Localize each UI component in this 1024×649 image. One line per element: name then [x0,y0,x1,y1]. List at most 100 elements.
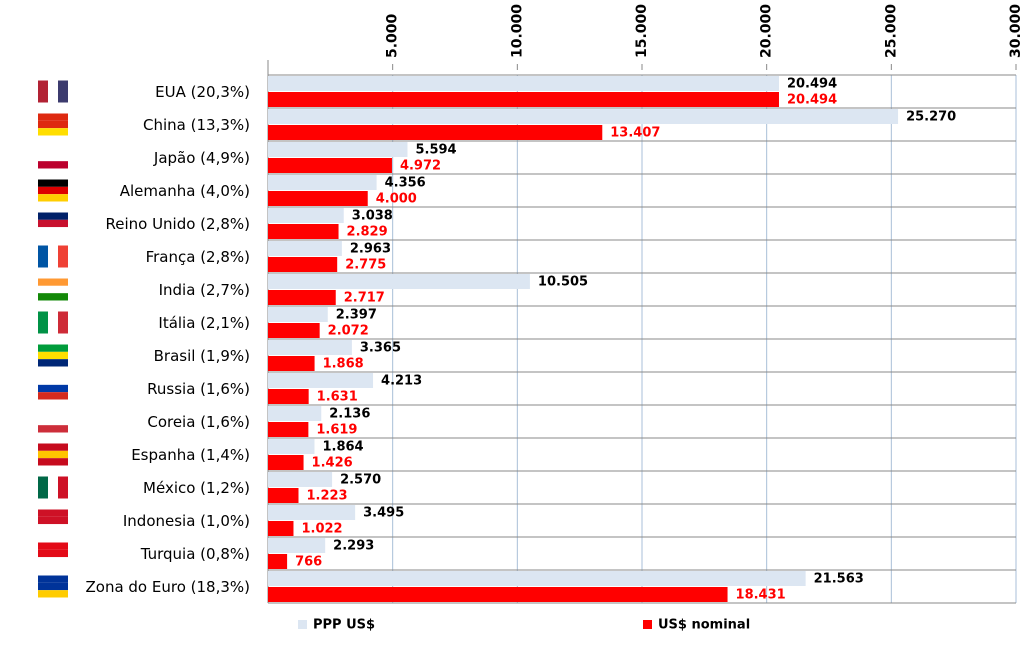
bar [268,175,377,190]
value-label: 2.717 [344,291,385,306]
value-label: 4.000 [376,192,417,207]
bar [268,455,304,470]
flag-part [38,524,68,532]
flag-part [38,227,68,235]
category-label: Indonesia (1,0%) [123,512,250,530]
bar [268,125,603,140]
bar [268,571,806,586]
flag-part [38,590,68,598]
bar [268,142,408,157]
flag-icon [38,278,68,301]
flag-part [38,549,68,558]
flag-icon [38,245,68,268]
flag-part [38,392,68,400]
bar [268,109,899,124]
value-label: 766 [295,555,322,570]
value-label: 2.293 [333,539,374,554]
bar [268,340,352,355]
legend-label: PPP US$ [313,618,375,633]
flag-icon [38,575,68,598]
bar [268,389,309,404]
bar [268,587,728,602]
flag-part [38,582,68,591]
flag-part [58,80,68,103]
value-label: 1.022 [301,522,342,537]
category-label: Zona do Euro (18,3%) [85,578,250,596]
flag-part [48,476,58,499]
bar [268,505,356,520]
flag-part [38,245,48,268]
value-label: 2.963 [350,242,391,257]
flag-part [38,113,68,121]
flag-part [38,194,68,202]
flag-part [38,212,68,220]
flag-part [38,410,68,418]
value-label: 4.213 [381,374,422,389]
category-label: Espanha (1,4%) [131,446,250,464]
flag-part [58,245,68,268]
flag-part [38,417,68,426]
value-label: 18.431 [736,588,786,603]
category-label: Japão (4,9%) [153,149,250,167]
flag-part [38,120,68,129]
legend-label: US$ nominal [658,618,750,633]
flag-part [38,557,68,565]
flag-icon [38,410,68,433]
bar [268,422,309,437]
bar [268,406,322,421]
flag-icon [38,476,68,499]
value-label: 20.494 [787,93,837,108]
category-label: Brasil (1,9%) [154,347,250,365]
flag-part [38,179,68,187]
bar [268,307,328,322]
flag-icon [38,509,68,532]
value-label: 2.829 [347,225,388,240]
flag-part [38,425,68,433]
value-label: 2.570 [340,473,381,488]
value-label: 3.495 [363,506,404,521]
flag-part [38,146,68,154]
value-label: 5.594 [415,143,456,158]
flag-icon [38,212,68,235]
category-label: EUA (20,3%) [155,83,250,101]
flag-part [38,153,68,162]
flag-part [38,516,68,525]
bar [268,538,326,553]
bar [268,554,288,569]
flag-part [48,311,58,334]
flag-icon [38,311,68,334]
flag-part [38,80,48,103]
bar [268,472,333,487]
value-label: 1.223 [306,489,347,504]
bar [268,439,315,454]
flag-part [38,542,68,550]
bar [268,241,342,256]
value-label: 1.864 [322,440,363,455]
value-label: 21.563 [814,572,864,587]
flag-part [38,311,48,334]
value-label: 10.505 [538,275,588,290]
bar [268,158,392,173]
value-label: 2.136 [329,407,370,422]
bar [268,488,299,503]
value-label: 1.619 [316,423,357,438]
value-label: 4.356 [385,176,426,191]
bar [268,224,339,239]
bar [268,92,779,107]
flag-part [38,285,68,294]
flag-part [38,186,68,195]
flag-icon [38,80,68,103]
flag-part [38,219,68,228]
bar [268,290,336,305]
bar [268,521,294,536]
bar [268,373,374,388]
x-tick-label: 15.000 [634,4,650,58]
flag-part [38,351,68,360]
category-label: Reino Unido (2,8%) [105,215,250,233]
x-tick-label: 20.000 [759,4,775,58]
value-label: 13.407 [610,126,660,141]
x-tick-label: 5.000 [385,13,401,58]
flag-icon [38,377,68,400]
flag-part [38,359,68,367]
flag-part [38,344,68,352]
